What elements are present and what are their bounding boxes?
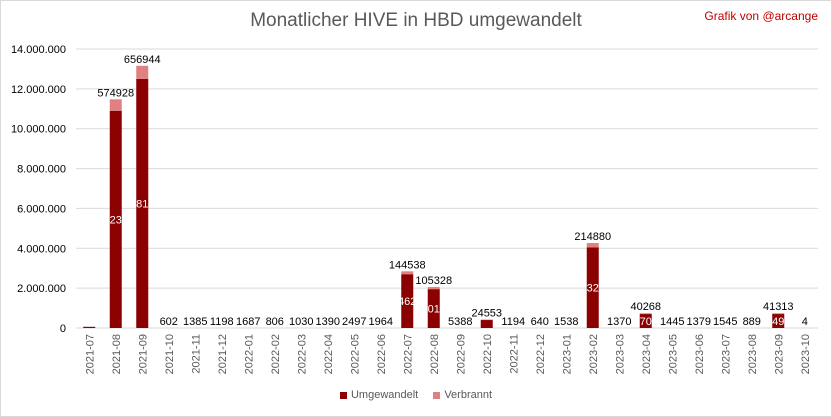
x-tick-label: 2022-11 (508, 334, 520, 374)
legend-label-umgewandelt: Umgewandelt (350, 389, 419, 401)
chart-credit: Grafik von @arcange (704, 9, 818, 23)
data-label-verbrannt: 144538 (389, 259, 426, 271)
x-tick-label: 2023-10 (800, 334, 812, 374)
data-label-verbrannt: 24553 (471, 308, 502, 320)
x-tick-label: 2021-08 (111, 334, 123, 374)
legend-label-verbrannt: Verbrannt (444, 389, 493, 401)
x-tick-label: 2022-03 (296, 334, 308, 374)
bar-umgewandelt (480, 320, 493, 328)
legend-item-verbrannt: Verbrannt (433, 389, 492, 401)
x-tick-label: 2022-07 (402, 334, 414, 374)
bar-umgewandelt (772, 314, 785, 328)
bar-umgewandelt (586, 247, 599, 328)
data-label-verbrannt: 1194 (501, 316, 525, 328)
bar-verbrannt (586, 243, 599, 248)
legend-item-umgewandelt: Umgewandelt (339, 389, 419, 401)
data-label-verbrannt: 40268 (630, 301, 661, 313)
x-tick-label: 2021-07 (84, 334, 96, 374)
x-tick-label: 2021-10 (164, 334, 176, 374)
bar-umgewandelt (136, 78, 149, 329)
bar-umgewandelt (109, 110, 122, 329)
data-label-verbrannt: 602 (160, 316, 178, 328)
legend-swatch-umgewandelt (339, 391, 347, 399)
x-tick-label: 2021-09 (137, 334, 149, 374)
data-label-verbrannt: 1687 (236, 316, 260, 328)
bar-verbrannt (772, 313, 785, 315)
bar-umgewandelt (427, 289, 440, 328)
x-tick-label: 2023-06 (694, 334, 706, 374)
data-label-umgewandelt: 81 (136, 198, 148, 210)
bar-umgewandelt (639, 314, 652, 328)
bar-umgewandelt (401, 274, 414, 328)
x-tick-label: 2022-04 (323, 334, 335, 374)
data-label-verbrannt: 1390 (316, 316, 340, 328)
x-tick-label: 2023-09 (773, 334, 785, 374)
data-label-umgewandelt: 49 (772, 316, 784, 328)
data-label-verbrannt: 1385 (183, 316, 207, 328)
y-tick-label: 10.000.000 (11, 124, 66, 136)
x-tick-label: 2022-05 (349, 334, 361, 374)
x-tick-label: 2021-12 (217, 334, 229, 374)
data-label-verbrannt: 105328 (415, 275, 452, 287)
x-tick-label: 2023-03 (614, 334, 626, 374)
x-tick-label: 2022-02 (270, 334, 282, 374)
data-label-verbrannt: 1538 (554, 316, 578, 328)
data-label-umgewandelt: 70 (640, 316, 652, 328)
y-tick-label: 6.000.000 (17, 203, 66, 215)
y-tick-label: 14.000.000 (11, 44, 66, 56)
data-label-verbrannt: 1198 (210, 316, 234, 328)
data-label-verbrannt: 2497 (342, 316, 366, 328)
data-label-verbrannt: 214880 (574, 231, 611, 243)
data-label-verbrannt: 574928 (97, 87, 134, 99)
data-label-verbrannt: 656944 (124, 54, 161, 66)
bar-verbrannt (136, 65, 149, 79)
data-label-umgewandelt: 01 (428, 304, 440, 316)
data-label-verbrannt: 5388 (448, 316, 472, 328)
data-label-umgewandelt: 32 (587, 283, 599, 295)
data-label-verbrannt: 640 (531, 316, 549, 328)
y-tick-label: 0 (60, 323, 66, 335)
y-tick-label: 2.000.000 (17, 283, 66, 295)
data-label-verbrannt: 1370 (607, 316, 631, 328)
bar-umgewandelt (83, 326, 96, 328)
data-label-umgewandelt: 462 (398, 296, 416, 308)
x-tick-label: 2021-11 (190, 334, 202, 374)
x-tick-label: 2023-01 (561, 334, 573, 374)
bar-verbrannt (639, 313, 652, 315)
x-tick-label: 2023-02 (588, 334, 600, 374)
data-label-verbrannt: 806 (266, 316, 284, 328)
x-tick-label: 2022-09 (455, 334, 467, 374)
data-label-verbrannt: 1030 (289, 316, 313, 328)
bar-verbrannt (401, 271, 414, 275)
x-tick-label: 2023-08 (747, 334, 759, 374)
data-label-verbrannt: 889 (743, 316, 761, 328)
data-label-verbrannt: 1379 (687, 316, 711, 328)
y-tick-label: 8.000.000 (17, 164, 66, 176)
data-label-verbrannt: 1445 (660, 316, 684, 328)
x-tick-label: 2022-01 (243, 334, 255, 374)
bar-verbrannt (427, 287, 440, 290)
y-tick-label: 12.000.000 (11, 84, 66, 96)
data-label-verbrannt: 41313 (763, 301, 794, 313)
data-label-umgewandelt: 23 (110, 214, 122, 226)
x-tick-label: 2022-10 (482, 334, 494, 374)
chart-legend: Umgewandelt Verbrannt (0, 389, 832, 402)
legend-swatch-verbrannt (433, 391, 441, 399)
data-label-verbrannt: 4 (802, 316, 808, 328)
x-tick-label: 2022-08 (429, 334, 441, 374)
data-label-verbrannt: 1545 (713, 316, 737, 328)
y-tick-label: 4.000.000 (17, 243, 66, 255)
x-tick-label: 2022-06 (376, 334, 388, 374)
x-tick-label: 2023-07 (720, 334, 732, 374)
x-tick-label: 2023-04 (641, 334, 653, 374)
chart-title: Monatlicher HIVE in HBD umgewandelt (250, 10, 582, 31)
bar-verbrannt (109, 99, 122, 111)
x-tick-label: 2023-05 (667, 334, 679, 374)
x-tick-label: 2022-12 (535, 334, 547, 374)
data-label-verbrannt: 1964 (369, 316, 393, 328)
